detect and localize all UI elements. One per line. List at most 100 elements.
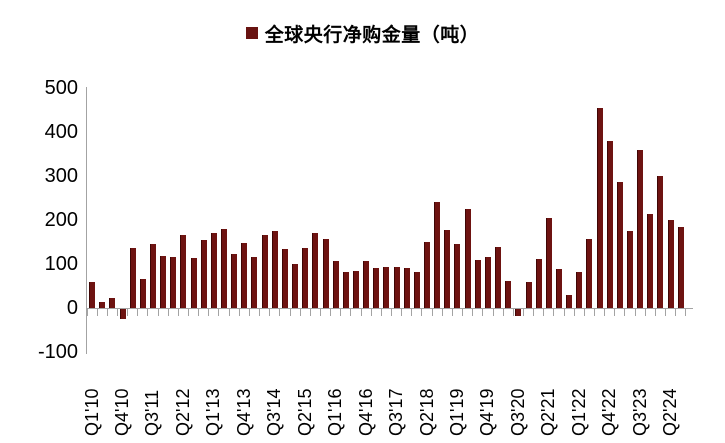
x-axis-tick bbox=[380, 309, 382, 316]
x-axis-tick bbox=[391, 309, 392, 316]
x-axis-tick bbox=[269, 309, 271, 316]
bar-Q2'22 bbox=[586, 239, 593, 308]
x-axis-tick bbox=[218, 309, 220, 316]
x-axis-tick bbox=[188, 309, 189, 316]
x-axis-tick bbox=[127, 309, 129, 316]
x-axis-tick-label: Q1'19 bbox=[446, 388, 467, 436]
x-axis-tick bbox=[482, 309, 484, 316]
x-axis-tick bbox=[492, 309, 494, 316]
legend-swatch-icon bbox=[245, 27, 258, 39]
bar-Q3'21 bbox=[555, 269, 562, 308]
x-axis-tick bbox=[137, 309, 139, 316]
x-axis-tick bbox=[279, 309, 281, 316]
bar-Q1'21 bbox=[535, 258, 542, 308]
x-axis-tick bbox=[116, 309, 118, 316]
bar-Q4'14 bbox=[281, 249, 288, 308]
x-axis-tick bbox=[543, 309, 545, 316]
x-axis-tick bbox=[553, 309, 555, 316]
bar-Q4'21 bbox=[566, 294, 573, 308]
x-axis-tick bbox=[451, 309, 453, 316]
x-axis-tick bbox=[289, 309, 291, 316]
x-axis-tick-label: Q4'13 bbox=[233, 388, 254, 436]
x-axis-tick bbox=[228, 309, 230, 316]
x-axis-tick bbox=[441, 309, 443, 316]
y-axis-line bbox=[86, 87, 87, 354]
x-axis-tick-label: Q3'14 bbox=[264, 388, 285, 436]
bar-Q2'10 bbox=[99, 301, 106, 308]
x-axis-tick bbox=[654, 309, 656, 316]
x-axis-tick bbox=[624, 309, 626, 316]
x-axis-tick bbox=[502, 309, 504, 316]
bar-Q4'15 bbox=[322, 238, 329, 308]
x-axis-tick bbox=[472, 309, 474, 316]
x-axis-tick bbox=[319, 309, 321, 316]
bar-Q4'16 bbox=[363, 261, 370, 308]
y-axis-tick-label: 100 bbox=[44, 253, 78, 275]
x-axis-tick bbox=[594, 309, 595, 316]
legend: 全球央行净购金量（吨） bbox=[0, 20, 725, 46]
x-axis-tick bbox=[512, 309, 514, 316]
x-axis-tick bbox=[533, 309, 535, 316]
x-axis-tick bbox=[563, 309, 565, 316]
x-axis-tick-label: Q3'17 bbox=[386, 388, 407, 436]
bar-Q1'13 bbox=[210, 233, 217, 308]
bar-Q4'18 bbox=[444, 229, 451, 308]
bar-Q3'19 bbox=[474, 259, 481, 308]
x-axis-tick bbox=[614, 309, 616, 316]
x-axis-tick bbox=[106, 309, 108, 316]
bar-Q3'12 bbox=[190, 258, 197, 308]
bar-Q3'16 bbox=[352, 270, 359, 308]
x-axis-tick-label: Q3'23 bbox=[629, 388, 650, 436]
x-axis-tick-label: Q1'13 bbox=[203, 388, 224, 436]
x-axis-tick bbox=[421, 309, 423, 316]
bar-Q1'16 bbox=[332, 260, 339, 308]
x-axis-tick bbox=[644, 309, 646, 316]
bar-Q3'17 bbox=[393, 266, 400, 308]
y-axis-tick-label: 500 bbox=[44, 77, 78, 99]
x-axis-tick bbox=[330, 309, 332, 316]
x-axis-tick bbox=[522, 309, 524, 316]
bar-Q1'10 bbox=[89, 282, 96, 308]
bar-Q2'11 bbox=[139, 278, 146, 308]
bar-Q3'20 bbox=[515, 309, 522, 316]
bar-Q1'20 bbox=[495, 247, 502, 308]
x-axis-tick-label: Q1'22 bbox=[568, 388, 589, 436]
bar-Q3'10 bbox=[109, 298, 116, 308]
bar-Q1'22 bbox=[576, 271, 583, 308]
bar-Q4'11 bbox=[160, 256, 167, 308]
bar-Q2'12 bbox=[180, 234, 187, 308]
x-axis-tick bbox=[431, 309, 433, 316]
x-axis-tick-label: Q4'19 bbox=[477, 388, 498, 436]
bar-Q1'14 bbox=[251, 257, 258, 308]
bar-Q1'17 bbox=[373, 268, 380, 308]
x-axis-tick bbox=[340, 309, 342, 316]
bar-Q3'13 bbox=[231, 253, 238, 308]
x-axis-tick bbox=[583, 309, 585, 316]
y-axis-tick-label: 400 bbox=[44, 121, 78, 143]
x-axis-tick bbox=[634, 309, 636, 316]
x-axis-baseline bbox=[86, 308, 693, 309]
bar-Q4'23 bbox=[647, 214, 654, 308]
x-axis-tick-label: Q2'18 bbox=[416, 388, 437, 436]
x-axis-tick bbox=[370, 309, 372, 316]
y-axis-tick-label: 200 bbox=[44, 209, 78, 231]
x-axis-tick bbox=[157, 309, 159, 316]
x-axis-tick bbox=[177, 309, 179, 316]
x-axis-tick bbox=[675, 309, 677, 316]
x-axis-tick-label: Q2'15 bbox=[294, 388, 315, 436]
bar-Q3'18 bbox=[434, 202, 441, 308]
bar-Q2'21 bbox=[545, 217, 552, 308]
x-axis-tick bbox=[573, 309, 575, 316]
bar-Q1'24 bbox=[657, 176, 664, 308]
bar-Q4'19 bbox=[484, 257, 491, 308]
x-axis-tick-label: Q1'16 bbox=[325, 388, 346, 436]
x-axis-tick bbox=[208, 309, 210, 316]
bar-Q2'20 bbox=[505, 281, 512, 308]
x-axis-tick bbox=[401, 309, 403, 316]
x-axis-tick-label: Q4'10 bbox=[112, 388, 133, 436]
x-axis-tick bbox=[238, 309, 240, 316]
x-axis-tick bbox=[167, 309, 169, 316]
bar-Q4'17 bbox=[403, 267, 410, 308]
bar-Q4'22 bbox=[606, 140, 613, 308]
